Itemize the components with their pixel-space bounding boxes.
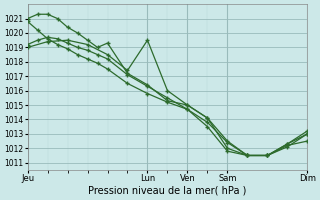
X-axis label: Pression niveau de la mer( hPa ): Pression niveau de la mer( hPa ): [88, 186, 247, 196]
